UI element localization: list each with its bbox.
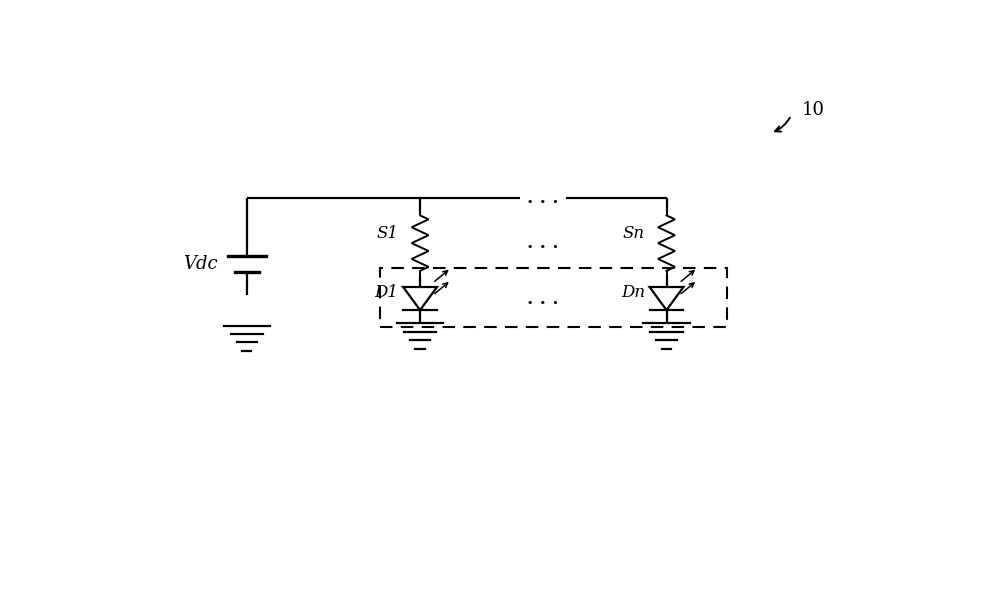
Text: D1: D1: [375, 284, 399, 301]
Text: . . .: . . .: [527, 234, 559, 252]
Bar: [380, 268, 727, 327]
Text: Dn: Dn: [621, 284, 645, 301]
Text: Sn: Sn: [623, 226, 645, 242]
Text: 10: 10: [801, 101, 824, 119]
Text: Vdc: Vdc: [183, 255, 218, 273]
Text: S1: S1: [377, 226, 399, 242]
Text: . . .: . . .: [527, 189, 559, 208]
Text: . . .: . . .: [527, 290, 559, 308]
